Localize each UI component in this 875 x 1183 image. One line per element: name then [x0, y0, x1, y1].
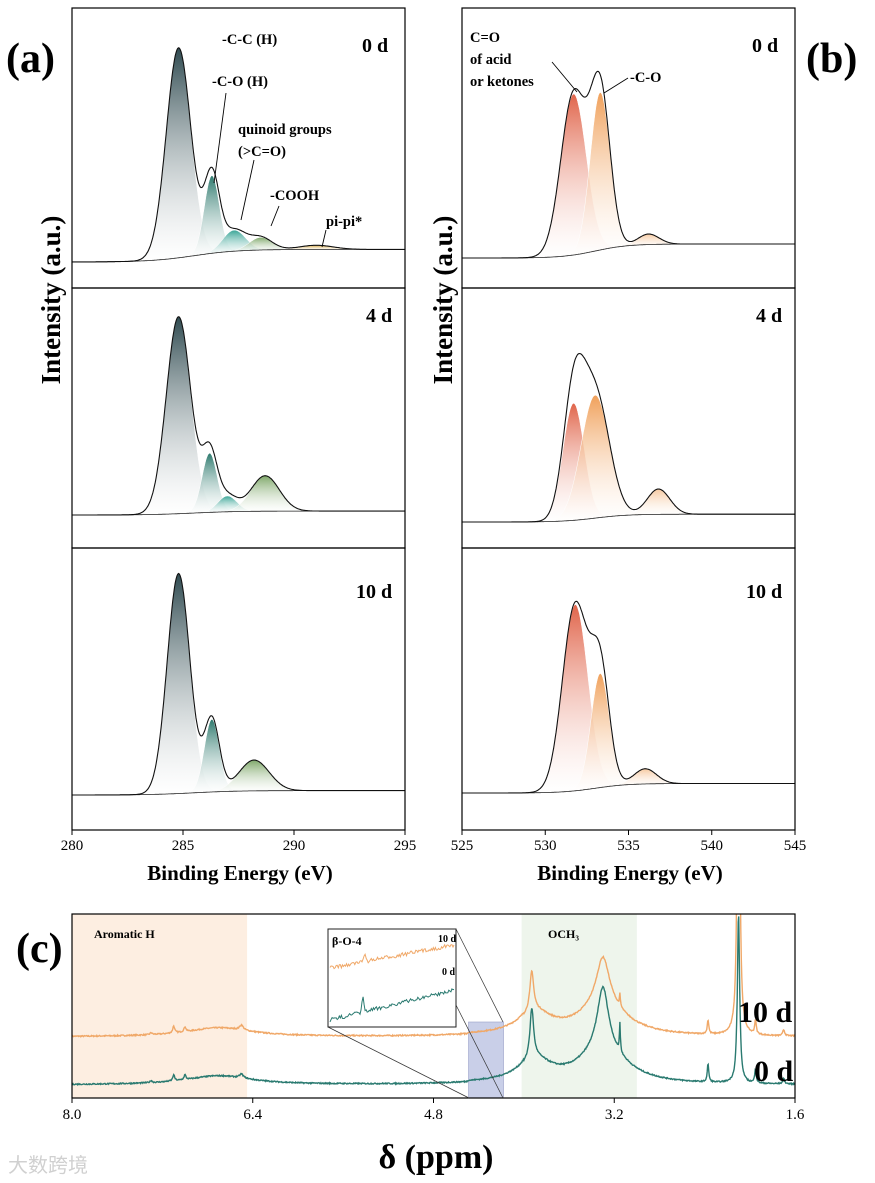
leader-line — [551, 61, 578, 93]
series-label-0d: 0 d — [754, 1055, 794, 1088]
x-tick-label: 525 — [451, 838, 474, 854]
inset-label-0d: 0 d — [442, 967, 456, 978]
inset-label-10d: 10 d — [438, 934, 457, 945]
leader-line — [240, 159, 255, 221]
subplot-4d — [71, 287, 406, 549]
x-tick-label: 280 — [61, 838, 84, 854]
leader-line — [270, 205, 280, 227]
annotation: pi-pi* — [326, 214, 362, 230]
annotations-b: C=O of acid or ketones -C-O — [470, 30, 661, 94]
panel-label-b: (b) — [806, 36, 857, 82]
x-tick-label: 4.8 — [424, 1107, 443, 1123]
zoom-connector — [327, 1026, 470, 1099]
inset-title: β-O-4 — [332, 934, 362, 948]
annotations-a: -C-C (H) -C-O (H) quinoid groups (>C=O) … — [212, 32, 362, 248]
envelope-line — [462, 70, 795, 259]
inset-frame — [327, 928, 457, 1028]
x-tick-label: 290 — [283, 838, 306, 854]
x-tick-label: 6.4 — [243, 1107, 262, 1123]
nmr-spectrum-10d — [72, 914, 795, 1039]
band-label-aromatic: Aromatic H — [94, 927, 155, 941]
series-label-10d: 10 d — [738, 996, 793, 1029]
annotation: -C-O (H) — [212, 74, 268, 90]
x-tick-label: 540 — [701, 838, 724, 854]
background-line — [72, 249, 405, 263]
x-tick-label: 3.2 — [605, 1107, 624, 1123]
inset-spectrum-0d — [329, 988, 455, 1023]
y-axis-label-a: Intensity (a.u.) — [36, 216, 66, 385]
panel-label-c: (c) — [16, 926, 63, 972]
band-label-och3: OCH₃ — [548, 927, 579, 941]
background-line — [462, 783, 795, 794]
xps-c1s-panel: 280 285 290 295 — [61, 7, 417, 854]
annotation: -C-O — [630, 70, 661, 86]
nmr-spectrum-0d — [72, 916, 795, 1087]
sample-label: 10 d — [746, 581, 782, 603]
panel-label-a: (a) — [6, 36, 55, 82]
x-tick-label: 535 — [617, 838, 640, 854]
background-line — [462, 243, 795, 259]
x-axis-label-a: Binding Energy (eV) — [147, 861, 333, 885]
subplot-frame — [71, 547, 406, 831]
beta-o-4-highlight — [468, 1021, 504, 1099]
leader-line — [603, 77, 629, 94]
x-tick-label: 295 — [394, 838, 417, 854]
sample-label: 0 d — [752, 35, 778, 57]
xps-o1s-panel: 525 530 535 540 545 — [451, 7, 807, 854]
subplot-4d — [461, 287, 796, 549]
region-band — [521, 914, 637, 1098]
sample-label: 0 d — [362, 35, 388, 57]
envelope-line — [72, 316, 405, 516]
x-tick-label: 545 — [784, 838, 807, 854]
y-axis-label-b: Intensity (a.u.) — [428, 216, 458, 385]
nmr-panel: 8.0 6.4 4.8 3.2 1.6 — [63, 913, 805, 1123]
annotation: -C-C (H) — [222, 32, 277, 48]
x-axis-label-b: Binding Energy (eV) — [537, 861, 723, 885]
envelope-line — [462, 352, 795, 523]
region-band — [72, 914, 248, 1098]
leader-line — [321, 229, 327, 248]
beta-o-4-inset: β-O-4 10 d 0 d — [327, 928, 504, 1099]
x-axis-label-c: δ (ppm) — [379, 1139, 494, 1176]
leader-line — [213, 92, 227, 184]
sample-label: 4 d — [366, 305, 392, 327]
watermark: 大数跨境 — [8, 1153, 88, 1177]
annotation: C=O — [470, 30, 500, 46]
annotation: quinoid groups — [238, 122, 332, 138]
subplot-0d — [461, 7, 796, 289]
x-tick-label: 8.0 — [63, 1107, 82, 1123]
sample-label: 10 d — [356, 581, 392, 603]
subplot-0d — [71, 7, 406, 289]
x-tick-label: 285 — [172, 838, 195, 854]
x-tick-label: 1.6 — [786, 1107, 805, 1123]
envelope-line — [462, 600, 795, 794]
annotation: -COOH — [270, 188, 320, 204]
annotation: of acid — [470, 52, 511, 68]
envelope-line — [72, 572, 405, 796]
zoom-connector — [455, 928, 504, 1023]
background-line — [462, 513, 795, 523]
inset-spectrum-10d — [329, 943, 455, 970]
subplot-10d — [71, 547, 406, 831]
x-tick-label: 530 — [534, 838, 557, 854]
annotation: (>C=O) — [238, 144, 286, 160]
zoom-connector — [455, 1004, 504, 1099]
sample-label: 4 d — [756, 305, 782, 327]
envelope-line — [72, 47, 405, 263]
annotation: or ketones — [470, 74, 534, 90]
